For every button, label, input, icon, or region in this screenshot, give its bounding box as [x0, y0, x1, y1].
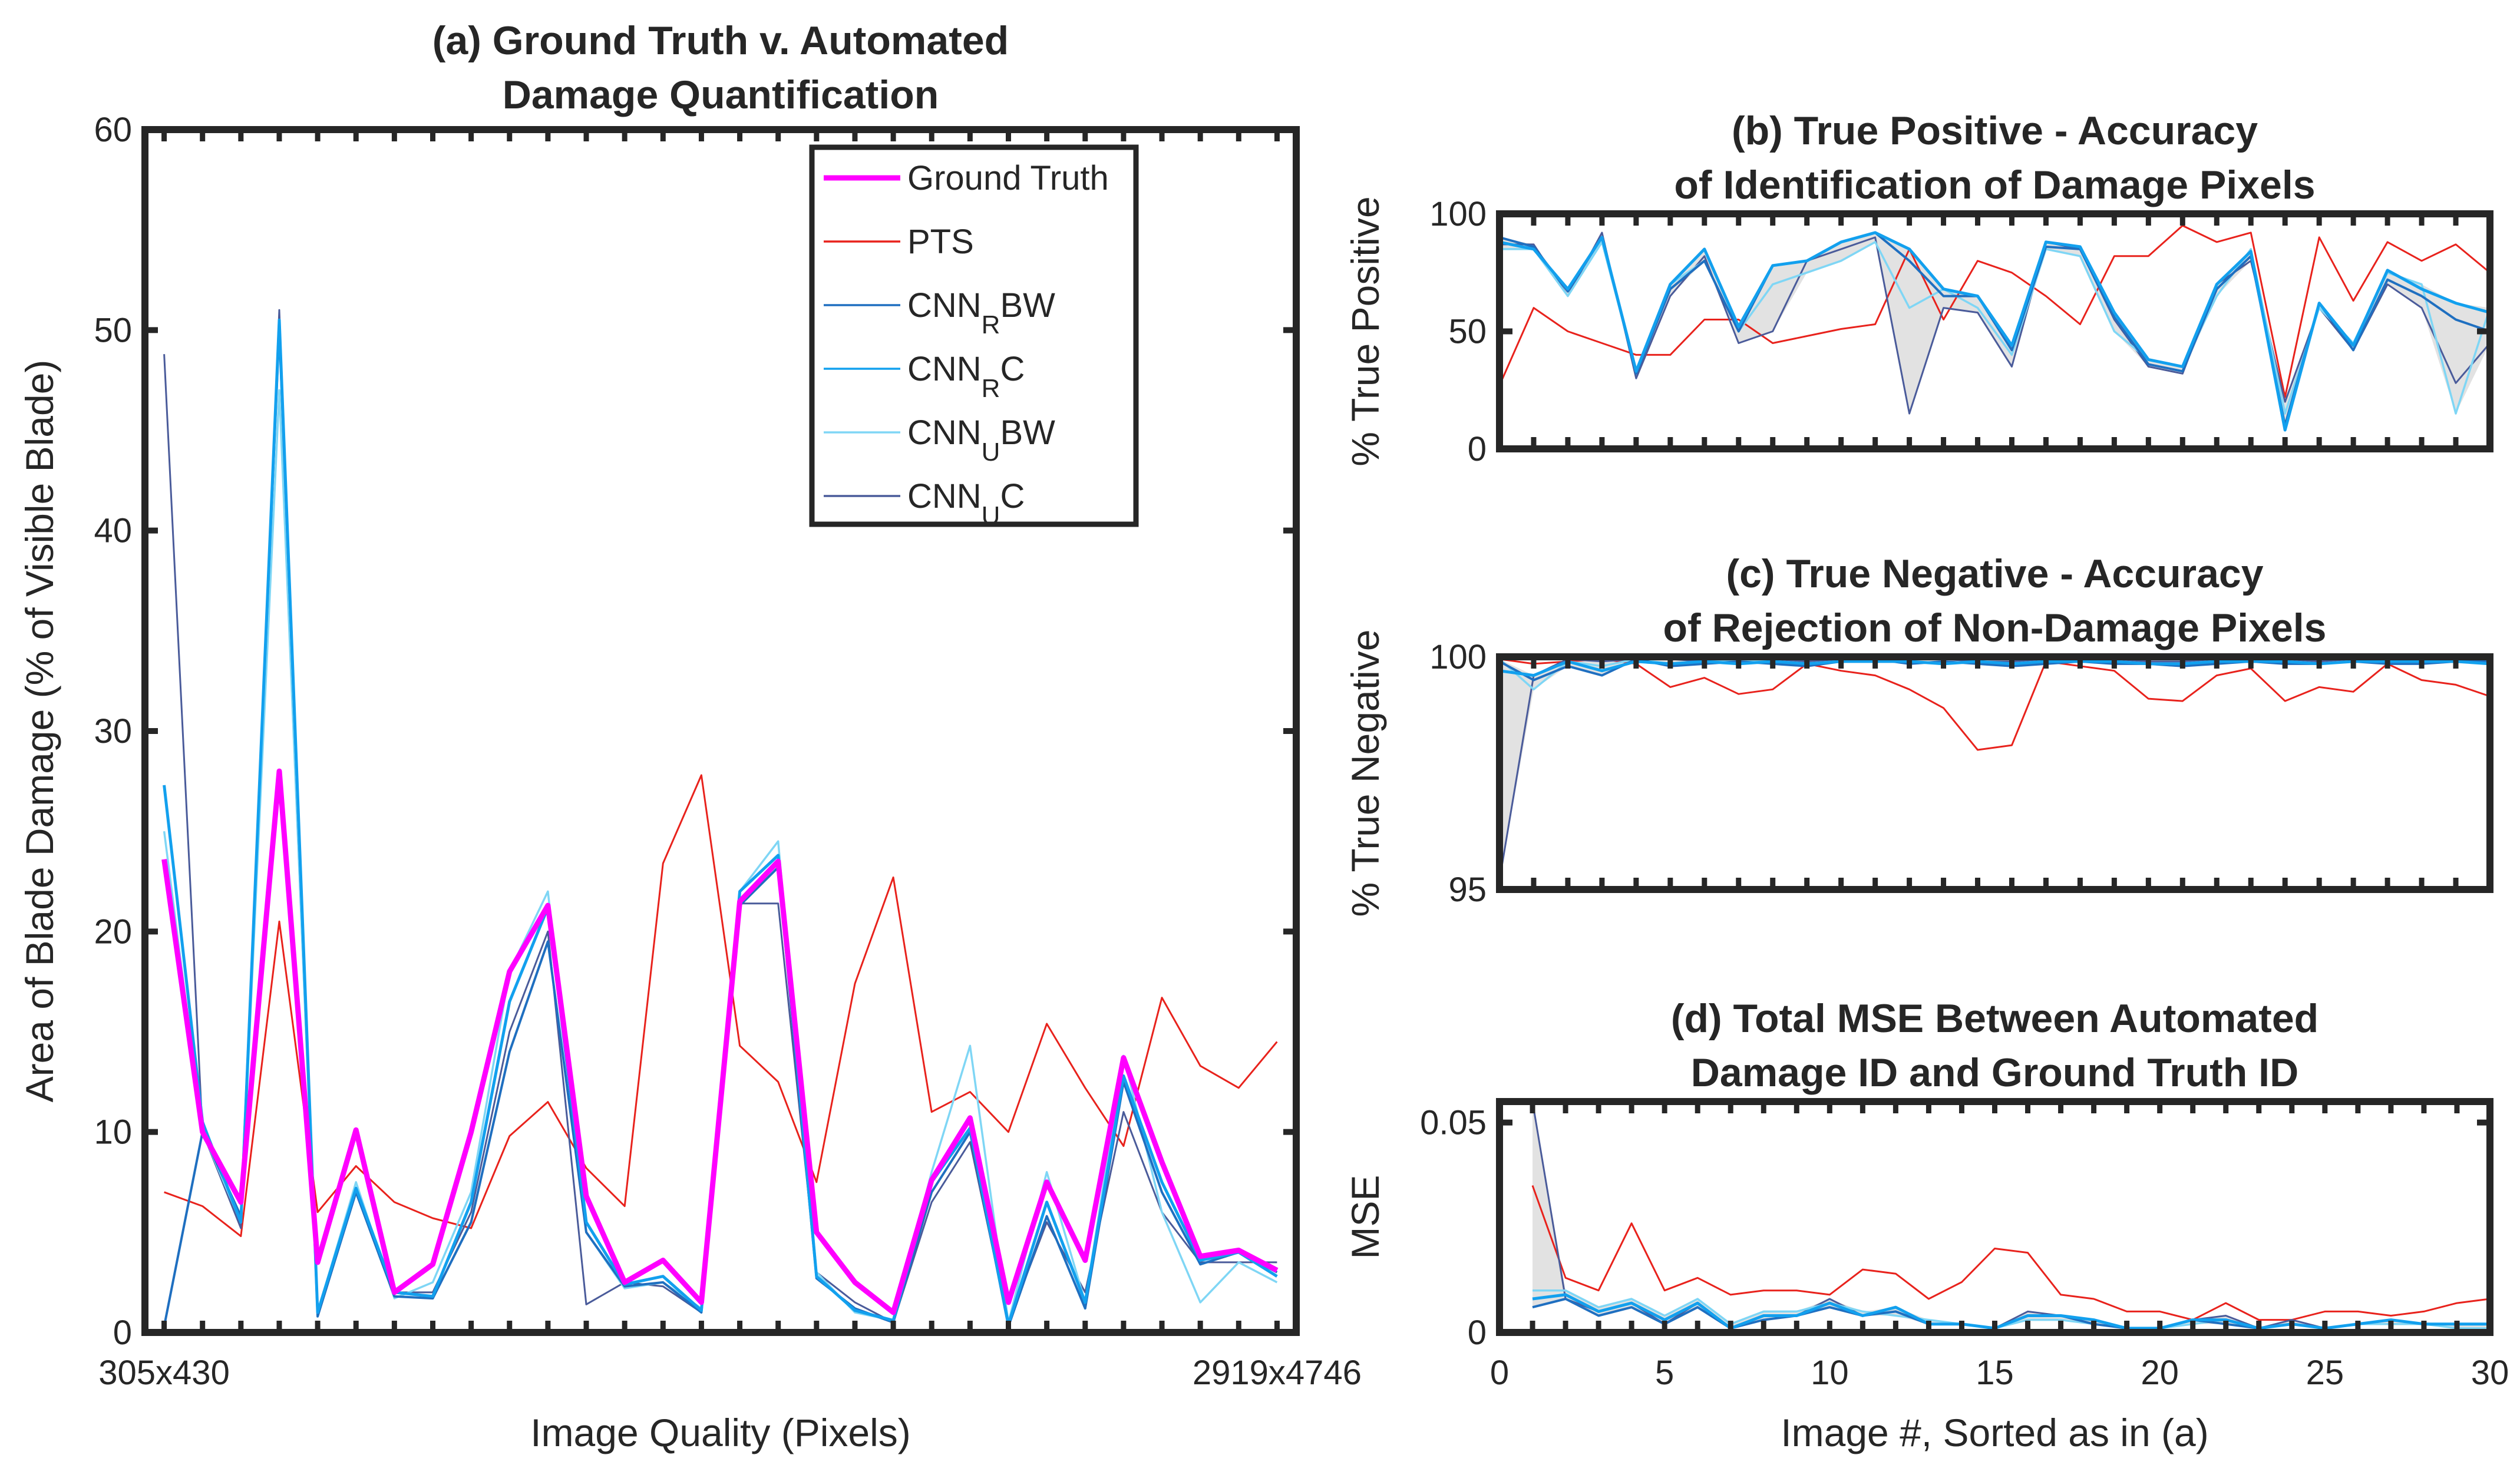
legend-label-base: CNN — [907, 350, 982, 388]
series-line-pts — [164, 774, 1278, 1238]
series-line-gt — [161, 768, 1279, 1315]
series-line-rc — [1532, 1293, 2490, 1330]
panel-d: 0 0.05 0 5 10 15 20 25 30 (d) Total MSE Between A… — [1343, 996, 2509, 1454]
legend-label-suffix: BW — [1000, 414, 1055, 452]
legend-label-uc: CNNUC — [907, 477, 1025, 530]
cnn-range-band — [1500, 659, 2490, 881]
y-tick-label: 0 — [1468, 1314, 1487, 1352]
plot-area-a — [161, 309, 1279, 1328]
y-tick-label: 0 — [113, 1314, 132, 1352]
y-tick-label: 0.05 — [1420, 1104, 1487, 1142]
legend-label-suffix: C — [1000, 350, 1025, 388]
chart-title-line: (b) True Positive - Accuracy — [1732, 108, 2258, 153]
y-tick-label: 20 — [94, 912, 132, 951]
y-tick-label: 50 — [94, 311, 132, 349]
legend-label-base: PTS — [907, 223, 974, 261]
y-axis-label: Area of Blade Damage (% of Visible Blade… — [18, 360, 61, 1103]
plot-area-c — [1500, 657, 2490, 881]
chart-title-line: Damage ID and Ground Truth ID — [1691, 1050, 2298, 1095]
series-line-rc — [1500, 231, 2490, 432]
chart-title-line: (d) Total MSE Between Automated — [1671, 996, 2318, 1041]
x-tick-label: 15 — [1976, 1354, 2014, 1392]
x-tick-label: 20 — [2141, 1354, 2179, 1392]
panel-a: 0 10 20 30 40 50 60 305x430 2919x4746 (a) Ground … — [18, 18, 1362, 1454]
panel-c: 95 100 (c) True Negative - Accuracy of Reje… — [1343, 551, 2493, 917]
legend-label-gt: Ground Truth — [907, 159, 1109, 197]
series-line-pts — [1500, 224, 2490, 398]
series-line-pts — [1500, 658, 2490, 751]
x-tick-label: 10 — [1811, 1354, 1849, 1392]
x-tick-label: 305x430 — [98, 1354, 230, 1392]
legend-label-rbw: CNNRBW — [907, 286, 1055, 339]
cnn-range-band — [1533, 1102, 2490, 1328]
y-tick-label: 0 — [1468, 430, 1487, 468]
y-tick-label: 30 — [94, 712, 132, 750]
plot-area-b — [1500, 224, 2490, 432]
y-tick-label: 60 — [94, 111, 132, 149]
y-axis-label: % True Negative — [1343, 630, 1387, 917]
y-tick-label: 50 — [1448, 313, 1487, 351]
legend-label-subscript: U — [982, 501, 1000, 530]
legend-label-base: CNN — [907, 286, 982, 325]
legend-label-base: CNN — [907, 414, 982, 452]
y-tick-label: 100 — [1429, 195, 1487, 233]
x-tick-label: 30 — [2471, 1354, 2509, 1392]
y-tick-label: 10 — [94, 1113, 132, 1152]
series-line-uc — [1531, 1102, 2490, 1330]
x-axis-label: Image #, Sorted as in (a) — [1781, 1411, 2208, 1454]
series-line-pts — [1531, 1185, 2490, 1321]
x-tick-label: 2919x4746 — [1193, 1354, 1362, 1392]
legend-box — [809, 144, 1139, 527]
legend-label-pts: PTS — [907, 223, 974, 261]
legend-label-suffix: BW — [1000, 286, 1055, 325]
series-line-uc — [1500, 658, 2490, 881]
y-tick-label: 40 — [94, 512, 132, 550]
chart-title-line: Damage Quantification — [503, 72, 939, 117]
y-tick-label: 100 — [1429, 638, 1487, 676]
chart-title-line: (c) True Negative - Accuracy — [1726, 551, 2263, 596]
x-tick-label: 5 — [1655, 1354, 1674, 1392]
y-axis-label: % True Positive — [1343, 196, 1387, 467]
axes-frame — [1496, 653, 2493, 893]
legend-label-ubw: CNNUBW — [907, 414, 1055, 467]
legend-label-subscript: R — [982, 374, 1000, 403]
x-tick-label: 25 — [2306, 1354, 2344, 1392]
legend-label-subscript: R — [982, 310, 1000, 339]
y-tick-label: 95 — [1448, 871, 1487, 909]
y-axis-label: MSE — [1343, 1175, 1387, 1259]
legend-label-base: CNN — [907, 477, 982, 515]
axes-frame — [1496, 1098, 2493, 1336]
series-line-rc — [1500, 660, 2490, 677]
legend-label-rc: CNNRC — [907, 350, 1025, 403]
panel-b: 0 50 100 (b) True Positive - Accuracy of Ide… — [1343, 108, 2493, 468]
series-line-ubw — [163, 389, 1278, 1324]
chart-title-line: of Identification of Damage Pixels — [1674, 163, 2315, 207]
legend-label-base: Ground Truth — [907, 159, 1109, 197]
x-axis-label: Image Quality (Pixels) — [530, 1411, 911, 1454]
plot-area-d — [1531, 1102, 2490, 1330]
legend-label-suffix: C — [1000, 477, 1025, 515]
legend-label-subscript: U — [982, 438, 1000, 467]
chart-title-line: of Rejection of Non-Damage Pixels — [1663, 606, 2327, 650]
chart-title-line: (a) Ground Truth v. Automated — [432, 18, 1009, 63]
x-tick-label: 0 — [1490, 1354, 1509, 1392]
